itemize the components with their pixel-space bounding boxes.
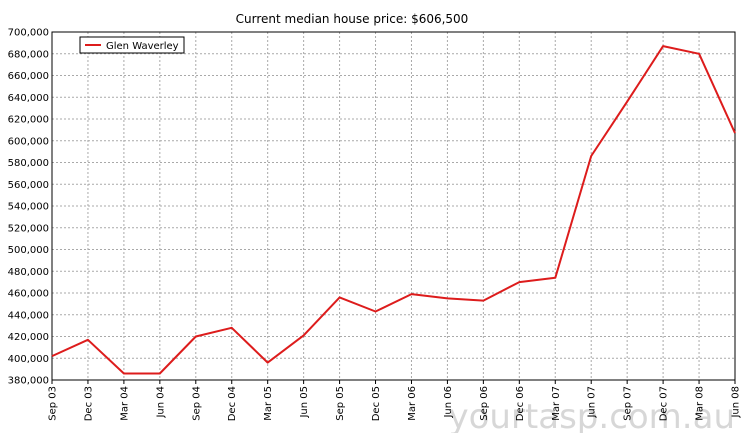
x-tick-label: Jun 08: [731, 386, 742, 419]
y-tick-labels: 380,000 400,000 420,000 440,000 460,000 480,0…: [8, 28, 49, 387]
x-tick-label: Dec 05: [371, 386, 382, 421]
y-tick-label: 660,000: [8, 71, 49, 82]
watermark-layer: yourtasp.com.au: [448, 397, 735, 433]
x-tick-label: Sep 03: [48, 386, 59, 421]
series-layer: [51, 45, 736, 375]
y-tick-label: 480,000: [8, 267, 49, 278]
series-line: [51, 45, 736, 375]
legend-box: [79, 36, 185, 54]
watermark-text: yourtasp.com.au: [448, 397, 735, 433]
x-tick-label: Dec 03: [83, 386, 94, 421]
x-tick-label: Mar 07: [551, 386, 562, 421]
y-tick-label: 400,000: [8, 354, 49, 365]
y-tick-label: 380,000: [8, 376, 49, 387]
y-tick-label: 700,000: [8, 28, 49, 39]
x-tick-label: Jun 07: [587, 386, 598, 419]
y-tick-label: 580,000: [8, 158, 49, 169]
x-tick-labels: Sep 03 Dec 03 Mar 04 Jun 04 Sep 04 Dec 04 Mar …: [48, 386, 742, 421]
x-tick-label: Jun 06: [443, 386, 454, 419]
y-tick-label: 680,000: [8, 49, 49, 60]
x-tick-label: Mar 08: [695, 386, 706, 421]
x-tick-label: Dec 07: [659, 386, 670, 421]
y-tick-label: 640,000: [8, 93, 49, 104]
grid-layer: [51, 31, 736, 381]
chart-title: Current median house price: $606,500: [236, 12, 469, 26]
x-tick-label: Dec 04: [227, 386, 238, 421]
axis-layer: [51, 31, 736, 384]
legend: Glen Waverley: [79, 36, 185, 54]
y-tick-label: 500,000: [8, 245, 49, 256]
plot-border: [51, 31, 736, 381]
y-tick-label: 420,000: [8, 332, 49, 343]
x-tick-label: Mar 06: [407, 386, 418, 421]
x-tick-label: Sep 05: [335, 386, 346, 421]
y-tick-label: 560,000: [8, 180, 49, 191]
x-tick-label: Jun 04: [155, 386, 166, 419]
x-tick-label: Sep 07: [623, 386, 634, 421]
x-tick-label: Mar 04: [119, 386, 130, 421]
y-tick-label: 440,000: [8, 310, 49, 321]
x-tick-label: Jun 05: [299, 386, 310, 419]
y-tick-label: 460,000: [8, 289, 49, 300]
y-tick-label: 600,000: [8, 136, 49, 147]
x-tick-label: Sep 04: [191, 386, 202, 421]
x-tick-label: Mar 05: [263, 386, 274, 421]
x-tick-label: Dec 06: [515, 386, 526, 421]
y-tick-label: 540,000: [8, 202, 49, 213]
x-tick-label: Sep 06: [479, 386, 490, 421]
y-tick-label: 520,000: [8, 223, 49, 234]
legend-label: Glen Waverley: [106, 41, 179, 52]
y-tick-label: 620,000: [8, 115, 49, 126]
